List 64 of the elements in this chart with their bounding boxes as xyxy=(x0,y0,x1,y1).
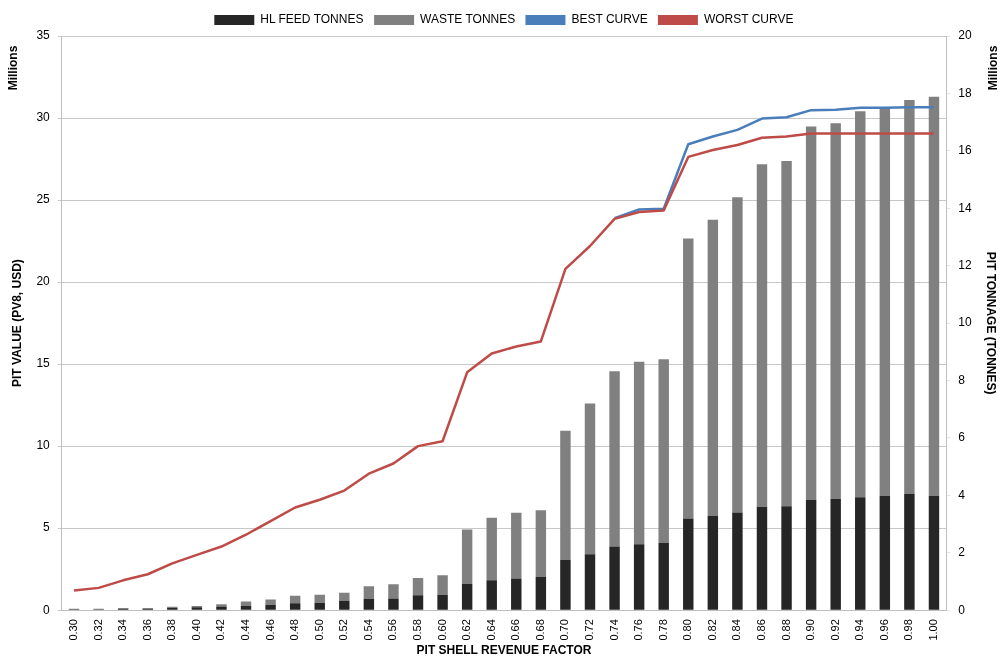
x-tick-label: 0.66 xyxy=(509,619,522,641)
y-tick-label: 30 xyxy=(36,110,51,125)
legend-label: WORST CURVE xyxy=(703,12,794,27)
x-tick-label: 0.64 xyxy=(484,619,497,641)
y-tick-label: 25 xyxy=(36,192,51,207)
y-tick-label: 5 xyxy=(43,520,51,535)
x-tick-label: 0.36 xyxy=(140,619,153,641)
y2-tick-label: 18 xyxy=(958,85,972,100)
x-tick-label: 0.98 xyxy=(902,619,915,641)
x-axis-title: PIT SHELL REVENUE FACTOR xyxy=(416,643,592,658)
x-tick-label: 0.42 xyxy=(214,619,227,641)
y2-tick-label: 16 xyxy=(958,143,972,158)
x-tick-label: 0.78 xyxy=(656,619,669,641)
x-tick-label: 0.90 xyxy=(804,619,817,641)
x-tick-label: 0.50 xyxy=(312,619,325,641)
y2-tick-label: 8 xyxy=(958,372,966,387)
legend-label: HL FEED TONNES xyxy=(260,12,364,27)
y2-tick-label: 14 xyxy=(958,200,972,215)
y-tick-label: 0 xyxy=(43,602,51,617)
y-tick-label: 35 xyxy=(36,28,51,43)
x-tick-label: 0.96 xyxy=(877,619,890,641)
x-tick-label: 0.60 xyxy=(435,619,448,641)
text: Millions xyxy=(6,45,21,91)
x-tick-label: 0.40 xyxy=(189,619,202,641)
y2-tick-label: 2 xyxy=(958,545,966,560)
y2-tick-label: 0 xyxy=(958,602,966,617)
x-tick-label: 0.52 xyxy=(337,619,350,641)
x-tick-label: 0.68 xyxy=(533,619,546,641)
x-tick-label: 0.62 xyxy=(460,619,473,641)
y2-tick-label: 12 xyxy=(958,257,972,272)
x-tick-label: 0.84 xyxy=(730,619,743,641)
x-tick-label: 0.70 xyxy=(558,619,571,641)
x-tick-label: 0.86 xyxy=(755,619,768,641)
x-tick-label: 0.58 xyxy=(411,619,424,641)
y2-tick-label: 10 xyxy=(958,315,972,330)
x-tick-label: 0.48 xyxy=(288,619,301,641)
x-tick-label: 0.88 xyxy=(779,619,792,641)
y2-tick-label: 20 xyxy=(958,28,972,43)
y2-tick-label: 6 xyxy=(958,430,966,445)
y-tick-label: 20 xyxy=(36,274,51,289)
x-tick-label: 0.56 xyxy=(386,619,399,641)
x-tick-label: 0.82 xyxy=(705,619,718,641)
x-tick-label: 0.72 xyxy=(583,619,596,641)
x-tick-label: 0.80 xyxy=(681,619,694,641)
y-tick-label: 15 xyxy=(36,356,51,371)
x-tick-label: 0.74 xyxy=(607,619,620,641)
x-tick-label: 0.32 xyxy=(91,619,104,641)
legend-label: BEST CURVE xyxy=(571,12,648,27)
y-tick-label: 10 xyxy=(36,438,51,453)
y-axis-title: PIT VALUE (PV8, USD) xyxy=(9,259,24,387)
legend-label: WASTE TONNES xyxy=(420,12,516,27)
x-tick-label: 0.46 xyxy=(263,619,276,641)
x-tick-label: 0.30 xyxy=(67,619,80,641)
y2-axis-title: PIT TONNAGE (TONNES) xyxy=(984,251,999,395)
x-tick-label: 0.92 xyxy=(828,619,841,641)
x-tick-label: 0.34 xyxy=(116,619,129,641)
x-tick-label: 0.76 xyxy=(632,619,645,641)
text: Millions xyxy=(986,45,1001,91)
x-tick-label: 0.44 xyxy=(239,619,252,641)
x-tick-label: 1.00 xyxy=(927,619,939,641)
x-tick-label: 0.38 xyxy=(165,619,178,641)
x-tick-label: 0.94 xyxy=(853,619,866,641)
y2-tick-label: 4 xyxy=(958,487,966,502)
x-tick-label: 0.54 xyxy=(361,619,374,641)
